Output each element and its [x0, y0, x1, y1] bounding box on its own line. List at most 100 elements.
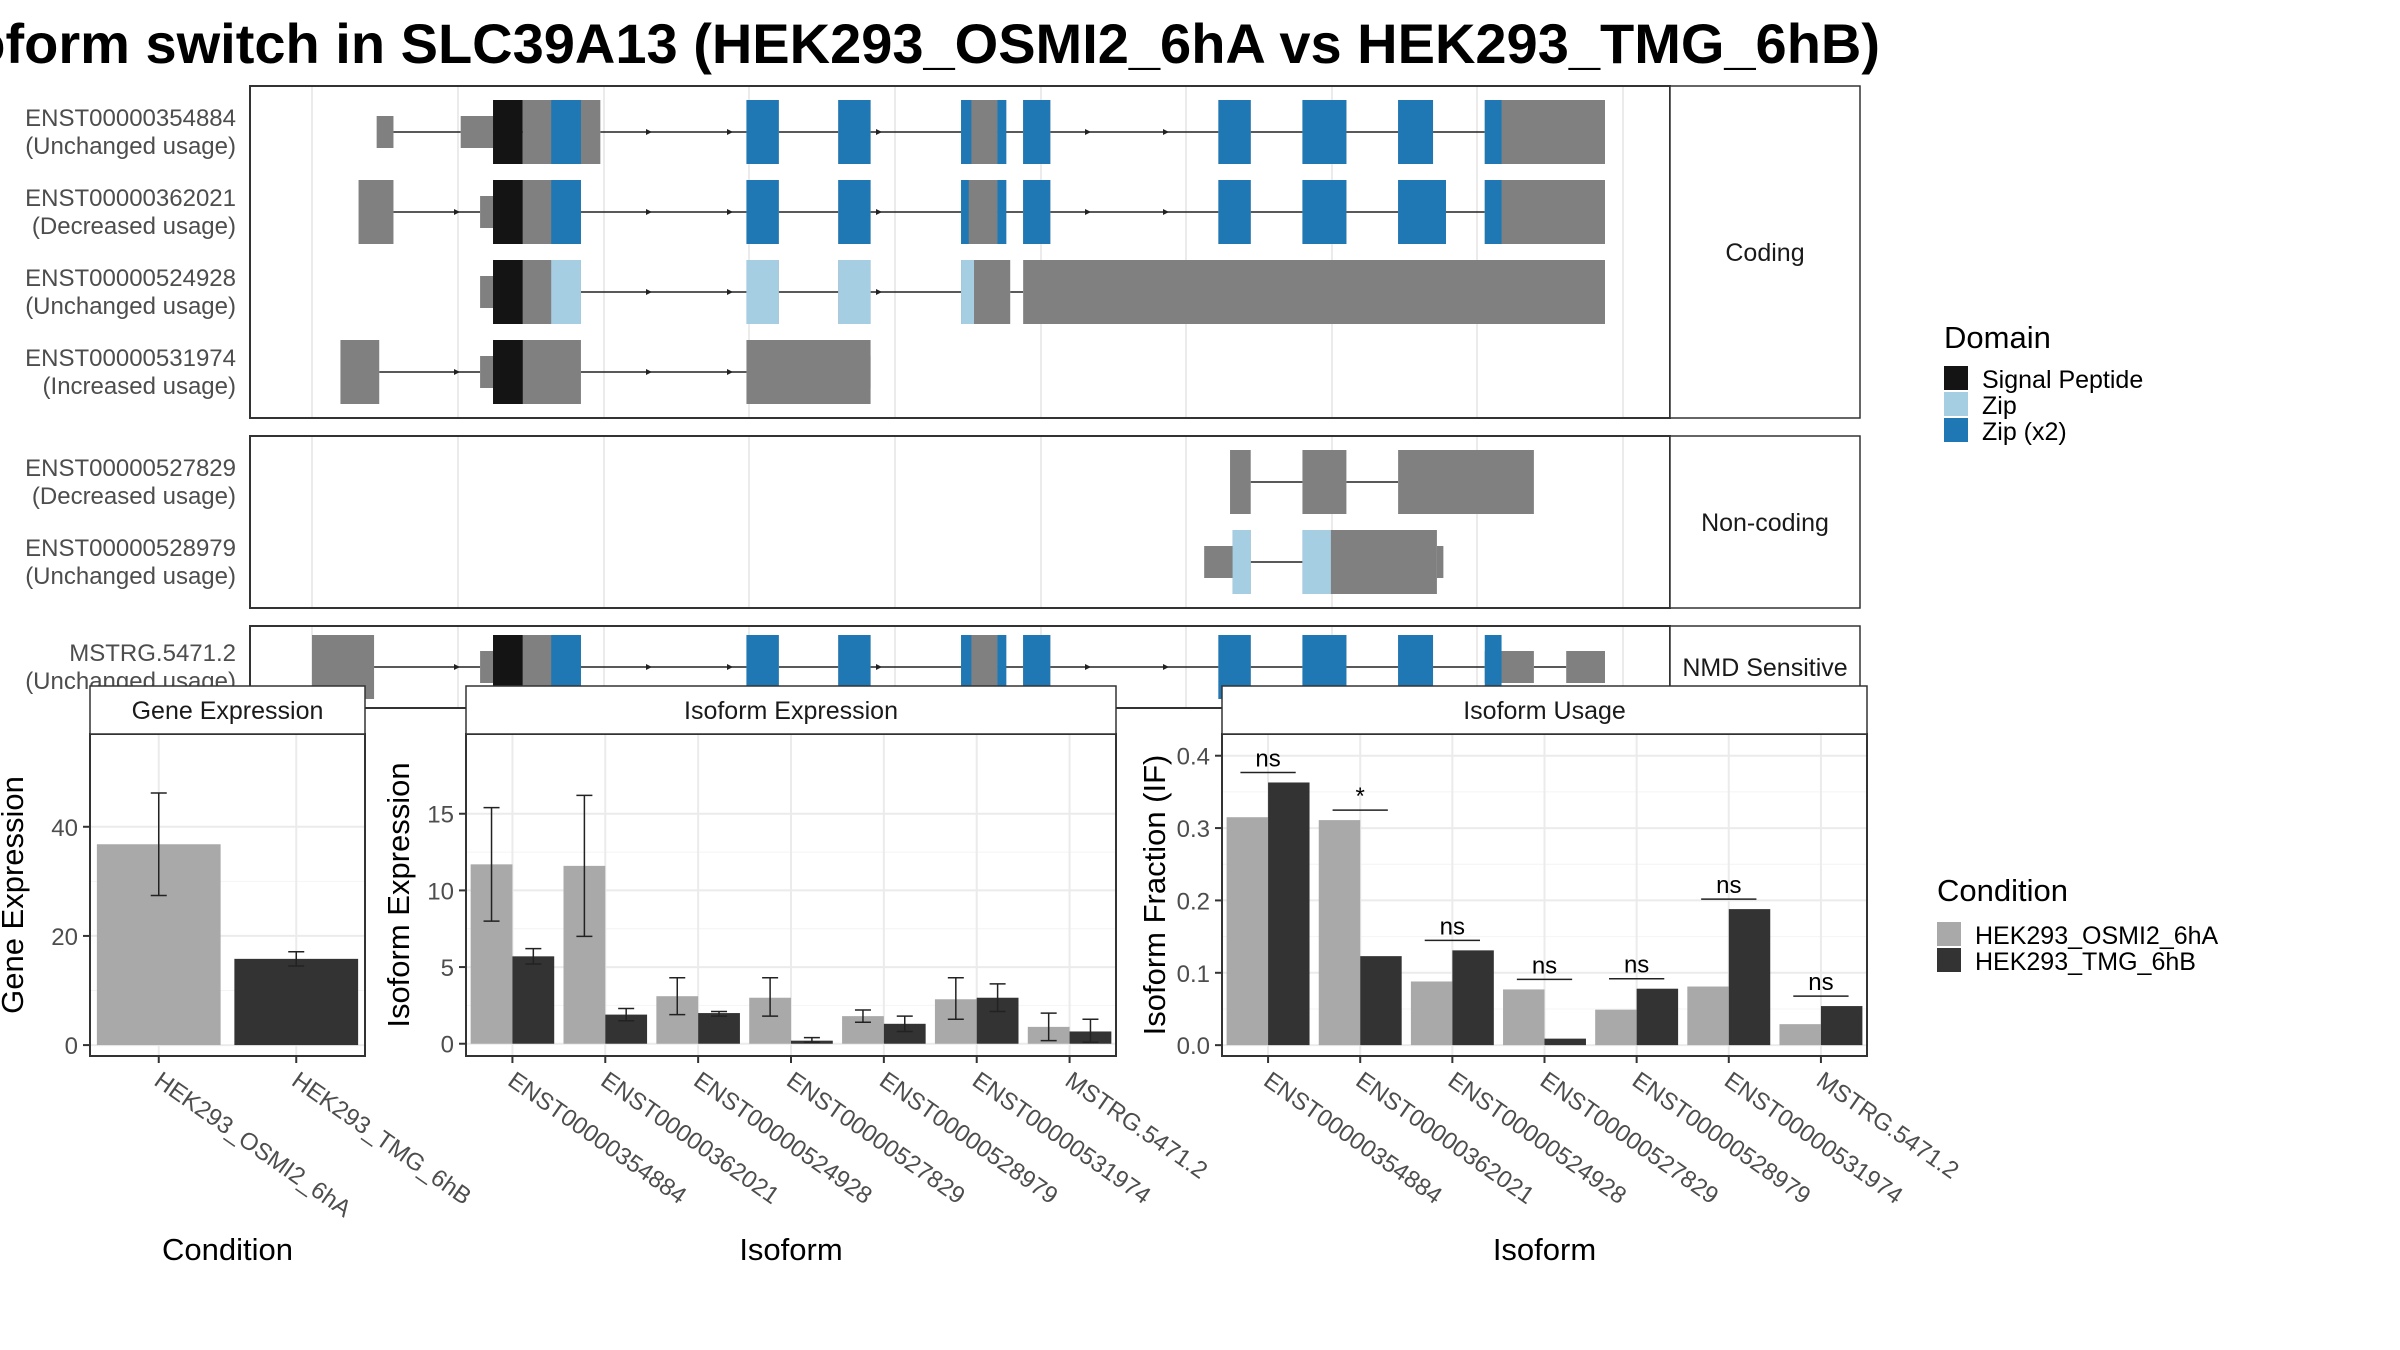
domain-zip_x2	[1218, 100, 1251, 164]
intron-arrow	[1085, 209, 1091, 215]
bar	[234, 958, 359, 1046]
transcript-usage-label: (Unchanged usage)	[25, 563, 236, 590]
intron-arrow	[454, 369, 460, 375]
y-tick-label: 10	[427, 878, 454, 905]
y-axis-title: Isoform Expression	[381, 762, 416, 1027]
intron-arrow	[876, 209, 882, 215]
bar	[1728, 909, 1771, 1046]
domain-zip	[961, 260, 975, 324]
intron-arrow	[1163, 209, 1169, 215]
bar	[1410, 981, 1453, 1046]
transcript-id-label: ENST00000528979	[25, 535, 236, 562]
bar	[1360, 956, 1402, 1046]
significance-label: ns	[1532, 952, 1557, 979]
domain-zip_x2	[551, 180, 581, 244]
y-tick-label: 0.4	[1177, 744, 1210, 771]
domain-zip_x2	[961, 100, 972, 164]
panel-strip	[1669, 85, 1861, 419]
exon-block	[480, 356, 494, 388]
x-axis-title: Isoform	[1493, 1232, 1596, 1267]
x-axis-title: Isoform	[739, 1232, 842, 1267]
transcript-usage-label: (Decreased usage)	[32, 483, 236, 510]
bar	[1595, 1009, 1637, 1046]
domain-zip	[551, 260, 581, 324]
significance-label: *	[1356, 783, 1365, 810]
panel-strip-label: NMD Sensitive	[1682, 654, 1847, 682]
domain-zip_x2	[997, 635, 1007, 699]
chart-strip	[1221, 685, 1868, 735]
condition-legend-key	[1937, 948, 1961, 972]
intron-arrow	[727, 289, 733, 295]
domain-zip_x2	[961, 635, 972, 699]
domain-exon	[968, 180, 998, 244]
intron-arrow	[646, 129, 652, 135]
y-tick-label: 0	[441, 1032, 454, 1059]
chart-title: Isoform Usage	[1463, 697, 1626, 725]
bar	[512, 956, 555, 1044]
domain-exon	[971, 100, 998, 164]
intron-arrow	[646, 664, 652, 670]
y-tick-label: 40	[51, 815, 78, 842]
figure-title-text: The isoform switch in SLC39A13 (HEK293_O…	[0, 12, 1880, 75]
domain-signal_peptide	[493, 100, 523, 164]
transcript-usage-label: (Unchanged usage)	[25, 133, 236, 160]
domain-narrow	[1095, 276, 1605, 308]
domain-exon	[522, 180, 552, 244]
y-tick-label: 5	[441, 955, 454, 982]
domain-legend-label: Zip	[1982, 392, 2017, 420]
exon-block	[480, 276, 494, 308]
domain-zip_x2	[838, 180, 871, 244]
y-axis-title: Gene Expression	[0, 776, 30, 1014]
domain-zip	[1302, 530, 1331, 594]
bar	[1452, 950, 1494, 1046]
domain-legend-label: Zip (x2)	[1982, 418, 2067, 446]
domain-zip_x2	[1302, 100, 1347, 164]
bar	[1318, 820, 1361, 1046]
bar	[1544, 1038, 1586, 1046]
transcript-id-label: ENST00000531974	[25, 345, 236, 372]
intron-arrow	[646, 369, 652, 375]
exon-block	[340, 340, 380, 404]
domain-zip_x2	[1398, 180, 1446, 244]
exon-block	[1484, 100, 1605, 164]
domain-zip_x2	[1302, 180, 1347, 244]
domain-zip_x2	[997, 180, 1007, 244]
transcript-id-label: ENST00000362021	[25, 185, 236, 212]
domain-zip_x2	[1484, 635, 1502, 699]
transcript-id-label: ENST00000524928	[25, 265, 236, 292]
intron-arrow	[876, 664, 882, 670]
domain-legend-key	[1944, 418, 1968, 442]
domain-zip_x2	[746, 100, 779, 164]
transcript-id-label: ENST00000354884	[25, 105, 236, 132]
intron-arrow	[1085, 664, 1091, 670]
domain-narrow	[786, 356, 871, 388]
intron-arrow	[1163, 664, 1169, 670]
y-tick-label: 0.0	[1177, 1033, 1210, 1060]
intron-arrow	[454, 209, 460, 215]
domain-zip	[1232, 530, 1251, 594]
domain-zip_x2	[746, 180, 779, 244]
significance-label: ns	[1440, 913, 1465, 940]
exon-block	[1398, 450, 1534, 514]
intron-arrow	[1163, 129, 1169, 135]
domain-signal_peptide	[493, 260, 523, 324]
intron-arrow	[646, 289, 652, 295]
bar	[1503, 989, 1545, 1046]
domain-signal_peptide	[493, 180, 523, 244]
exon-block	[376, 116, 394, 148]
y-tick-label: 0	[65, 1033, 78, 1060]
bar	[1820, 1006, 1863, 1046]
panel-strip-label: Coding	[1725, 239, 1804, 267]
panel-strip	[1669, 435, 1861, 609]
chart-title: Gene Expression	[132, 697, 324, 725]
domain-signal_peptide	[493, 340, 523, 404]
condition-legend-key	[1937, 922, 1961, 946]
y-tick-label: 0.1	[1177, 961, 1210, 988]
transcript-usage-label: (Unchanged usage)	[25, 293, 236, 320]
transcript-id-label: MSTRG.5471.2	[69, 640, 236, 667]
intron-arrow	[727, 664, 733, 670]
y-tick-label: 15	[427, 802, 454, 829]
exon-block	[1204, 546, 1233, 578]
significance-label: ns	[1255, 745, 1280, 772]
exon-block	[358, 180, 394, 244]
